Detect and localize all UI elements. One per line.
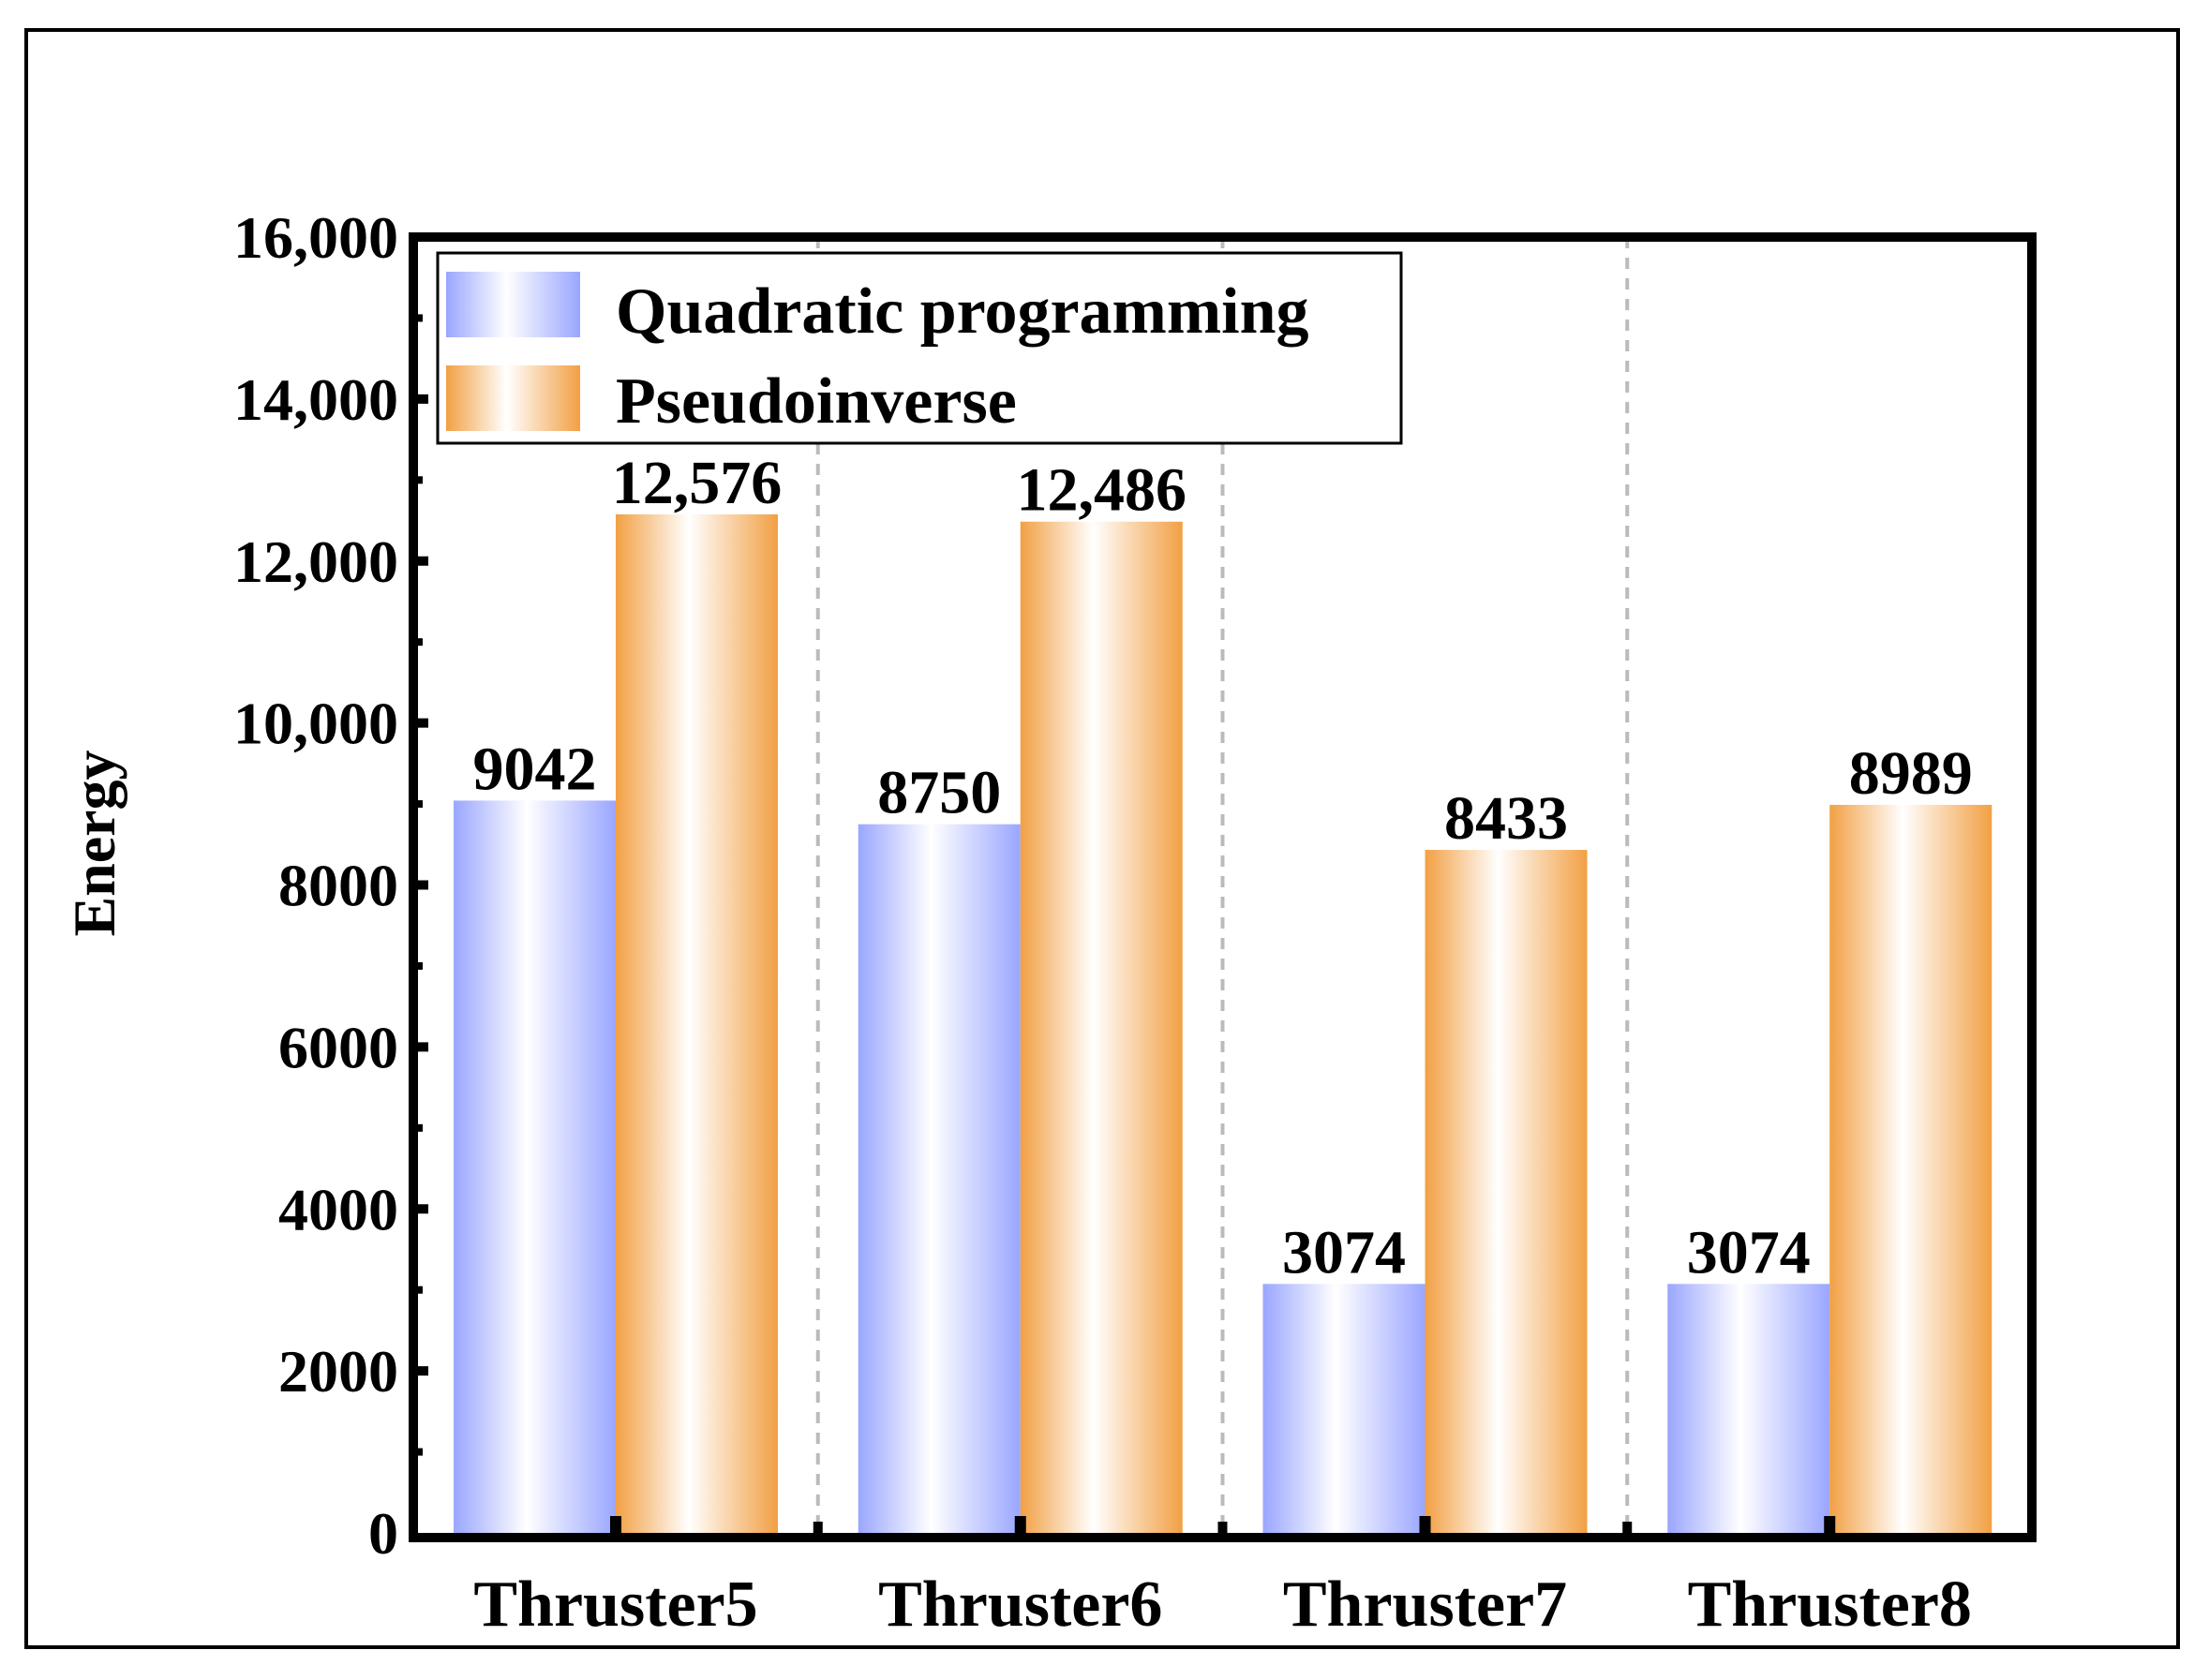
data-label: 3074 [1282, 1218, 1406, 1286]
y-axis-ticks: 0 2000 4000 6000 8000 10,000 12,000 14,000 16,00… [233, 204, 428, 1567]
legend-box [436, 251, 1403, 445]
x-major-tick [610, 1516, 621, 1535]
legend-swatch-quadratic-programming [446, 272, 580, 337]
y-major-tick [413, 394, 428, 404]
y-major-tick [413, 718, 428, 728]
y-major-tick [413, 556, 428, 566]
data-label: 8433 [1444, 784, 1568, 853]
y-minor-tick [413, 638, 423, 647]
bar-thruster8-pseudoinverse [1829, 805, 1993, 1533]
y-minor-tick [413, 1448, 423, 1456]
data-labels: 9042 12,576 8750 12,486 3074 8433 3074 8989 [473, 449, 1973, 1286]
y-axis-title: Energy [61, 750, 127, 936]
bar-thruster7-quadratic-programming [1262, 1284, 1425, 1533]
bar-thruster6-pseudoinverse [1020, 521, 1183, 1533]
y-major-tick [413, 880, 428, 890]
x-minor-tick [1217, 1522, 1228, 1535]
figure-frame [24, 28, 2180, 1649]
y-minor-tick [413, 961, 423, 970]
bar-thruster5-quadratic-programming [454, 800, 616, 1533]
x-minor-tick [813, 1522, 823, 1535]
bar-thruster6-quadratic-programming [858, 824, 1021, 1533]
x-major-tick [1419, 1516, 1431, 1535]
bars [454, 513, 1993, 1534]
y-minor-tick [413, 1286, 423, 1294]
y-tick-label: 4000 [278, 1176, 398, 1242]
legend-label-quadratic-programming: Quadratic programming [616, 275, 1309, 348]
data-label: 8989 [1849, 739, 1973, 808]
y-tick-label: 6000 [278, 1014, 398, 1080]
x-tick-label: Thruster6 [878, 1568, 1162, 1641]
bar-thruster8-quadratic-programming [1667, 1284, 1830, 1533]
bar-thruster5-pseudoinverse [616, 513, 778, 1534]
y-tick-label: 10,000 [233, 691, 398, 757]
legend-label-pseudoinverse: Pseudoinverse [616, 365, 1017, 438]
x-axis-ticks: Thruster5 Thruster6 Thruster7 Thruster8 [473, 1516, 1972, 1641]
y-minor-tick [413, 314, 423, 322]
category-separators [815, 237, 1630, 1533]
legend-swatch-pseudoinverse [446, 365, 580, 431]
y-tick-label: 14,000 [233, 366, 398, 433]
y-major-tick [413, 1204, 428, 1214]
y-major-tick [413, 1366, 428, 1376]
bar-thruster7-pseudoinverse [1425, 850, 1588, 1533]
y-tick-label: 12,000 [233, 528, 398, 595]
y-tick-label: 2000 [278, 1338, 398, 1405]
data-label: 9042 [473, 735, 597, 803]
legend: Quadratic programming Pseudoinverse [436, 251, 1403, 445]
y-tick-label: 16,000 [233, 204, 398, 271]
y-tick-label: 0 [368, 1500, 398, 1567]
x-tick-label: Thruster5 [473, 1568, 757, 1641]
y-minor-tick [413, 476, 423, 484]
x-tick-label: Thruster7 [1283, 1568, 1567, 1641]
x-major-tick [1014, 1516, 1026, 1535]
data-label: 8750 [877, 759, 1001, 827]
y-minor-tick [413, 800, 423, 809]
data-label: 3074 [1687, 1218, 1811, 1286]
y-minor-tick [413, 1123, 423, 1132]
data-label: 12,576 [612, 449, 783, 517]
y-major-tick [413, 1042, 428, 1052]
x-tick-label: Thruster8 [1688, 1568, 1972, 1641]
x-minor-tick [1622, 1522, 1633, 1535]
data-label: 12,486 [1017, 456, 1187, 525]
x-major-tick [1824, 1516, 1836, 1535]
y-tick-label: 8000 [278, 853, 398, 919]
